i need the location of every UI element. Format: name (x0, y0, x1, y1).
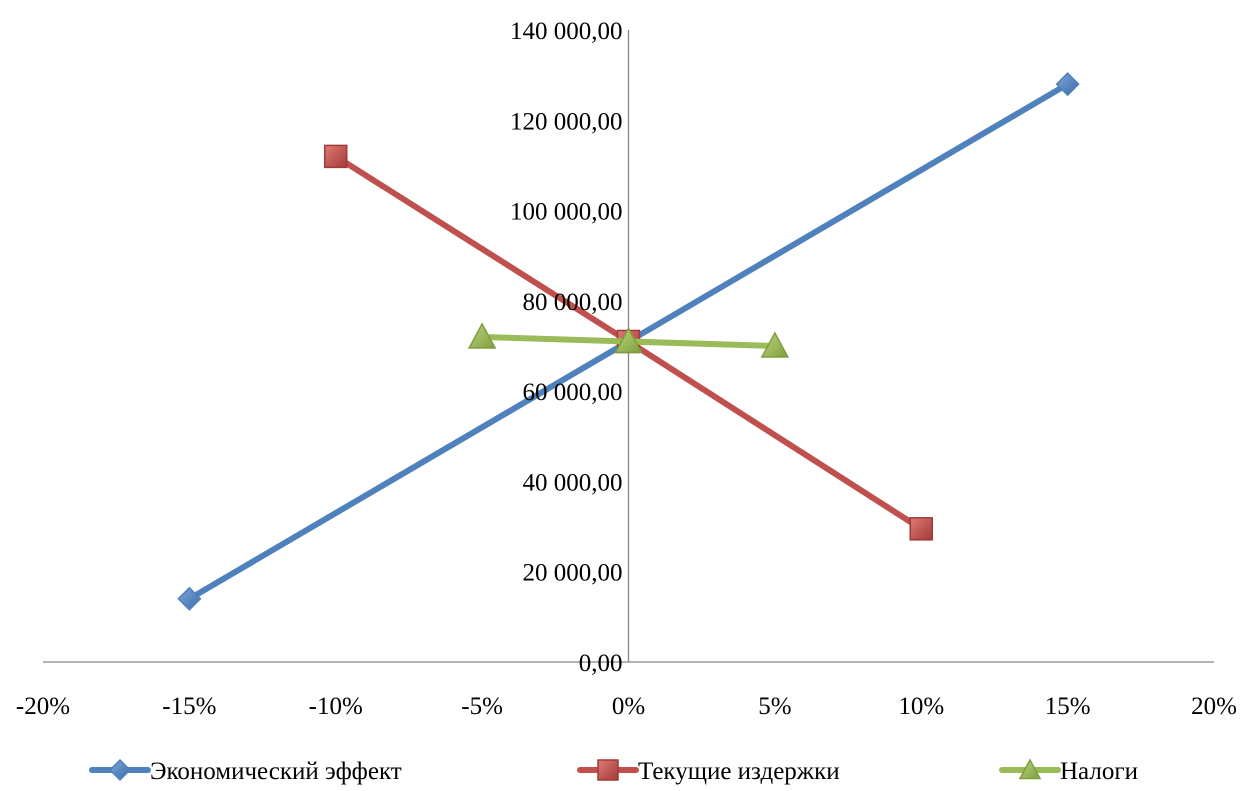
legend-label: Налоги (1060, 758, 1138, 785)
legend: Экономический эффект Текущие издержки Нало… (89, 758, 1138, 785)
legend-swatch-marker (1018, 758, 1042, 780)
data-point (909, 517, 933, 541)
x-tick-label: 15% (1045, 693, 1091, 720)
y-tick-label: 120 000,00 (510, 108, 623, 135)
x-tick-label: 0% (612, 693, 645, 720)
data-point (467, 322, 497, 349)
x-tick-label: 5% (758, 693, 791, 720)
legend-label: Экономический эффект (150, 758, 402, 785)
y-tick-label: 0,00 (579, 650, 623, 677)
data-point (324, 144, 348, 169)
y-tick-label: 140 000,00 (510, 18, 623, 45)
y-tick-label: 40 000,00 (523, 469, 623, 496)
x-tick-label: -5% (461, 693, 503, 720)
series-3 (467, 322, 790, 358)
legend-item: Налоги (999, 758, 1138, 785)
legend-swatch-marker (108, 758, 132, 782)
legend-item: Текущие издержки (577, 758, 840, 785)
x-axis-tick-labels: -20% -15% -10% -5% 0% 5% 10% 15% 20% (16, 693, 1237, 720)
data-point (1055, 72, 1080, 97)
legend-label: Текущие издержки (638, 758, 840, 785)
data-point (760, 331, 790, 358)
x-tick-label: 10% (898, 693, 944, 720)
data-point (614, 326, 643, 354)
y-tick-label: 80 000,00 (523, 289, 623, 316)
x-tick-label: -20% (16, 693, 70, 720)
plot-area (177, 72, 1080, 611)
x-tick-label: 20% (1191, 693, 1237, 720)
data-point (177, 586, 202, 611)
y-tick-label: 100 000,00 (510, 199, 623, 226)
y-tick-label: 60 000,00 (523, 379, 623, 406)
legend-item: Экономический эффект (89, 758, 402, 785)
x-tick-label: -15% (162, 693, 216, 720)
legend-swatch-marker (597, 759, 619, 781)
x-tick-label: -10% (309, 693, 363, 720)
y-tick-label: 20 000,00 (523, 560, 623, 587)
y-axis-tick-labels: 0,00 20 000,00 40 000,00 60 000,00 80 000,00… (510, 18, 623, 677)
